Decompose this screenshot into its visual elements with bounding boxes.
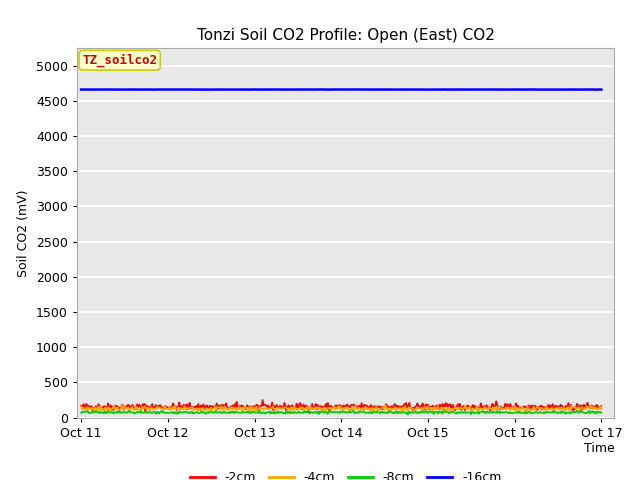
Legend: -2cm, -4cm, -8cm, -16cm: -2cm, -4cm, -8cm, -16cm [185,467,506,480]
X-axis label: Time: Time [584,443,614,456]
Text: TZ_soilco2: TZ_soilco2 [82,54,157,67]
Y-axis label: Soil CO2 (mV): Soil CO2 (mV) [17,189,30,276]
Title: Tonzi Soil CO2 Profile: Open (East) CO2: Tonzi Soil CO2 Profile: Open (East) CO2 [196,28,495,43]
